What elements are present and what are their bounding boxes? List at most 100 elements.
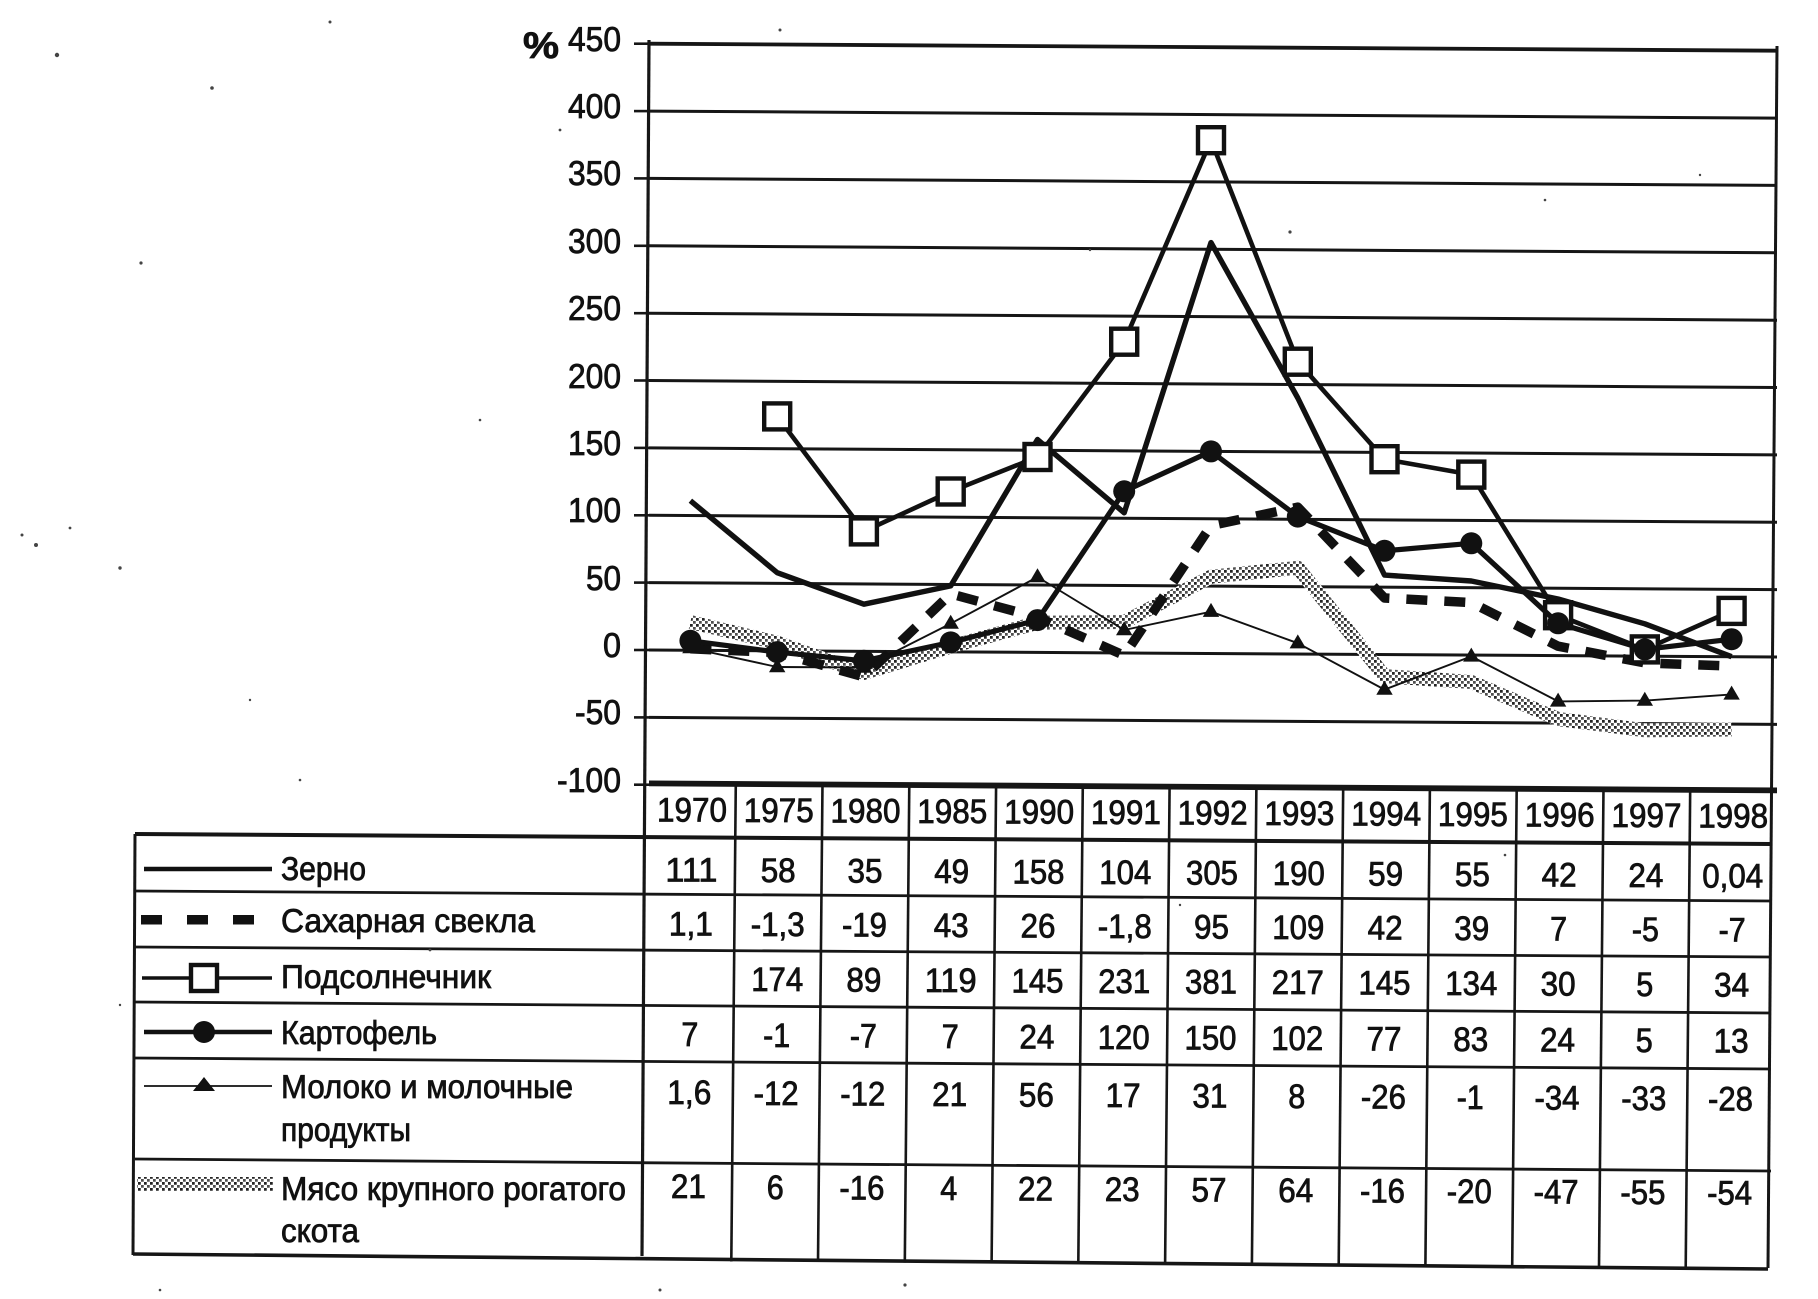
svg-text:скота: скота	[281, 1212, 360, 1249]
svg-text:0: 0	[603, 627, 621, 665]
svg-text:Подсолнечник: Подсолнечник	[281, 958, 492, 995]
svg-text:1985: 1985	[917, 793, 987, 831]
svg-text:13: 13	[1714, 1023, 1749, 1061]
svg-text:1975: 1975	[744, 792, 814, 830]
svg-text:8: 8	[1288, 1078, 1305, 1116]
svg-text:%: %	[523, 25, 559, 66]
svg-text:-26: -26	[1361, 1078, 1406, 1116]
svg-text:58: 58	[761, 852, 796, 890]
svg-text:109: 109	[1272, 909, 1324, 947]
svg-text:95: 95	[1194, 908, 1229, 946]
svg-text:24: 24	[1628, 857, 1663, 895]
svg-text:22: 22	[1018, 1170, 1053, 1208]
svg-text:7: 7	[942, 1018, 959, 1056]
svg-text:158: 158	[1013, 853, 1065, 891]
svg-text:-16: -16	[1360, 1172, 1405, 1210]
svg-text:30: 30	[1541, 966, 1576, 1004]
svg-text:174: 174	[751, 961, 803, 999]
svg-text:1,6: 1,6	[667, 1074, 711, 1112]
svg-text:145: 145	[1359, 964, 1411, 1002]
svg-text:400: 400	[568, 88, 621, 126]
svg-text:-54: -54	[1707, 1175, 1752, 1213]
svg-text:1,1: 1,1	[669, 905, 713, 943]
svg-text:42: 42	[1368, 909, 1403, 947]
svg-text:5: 5	[1636, 966, 1653, 1004]
svg-text:17: 17	[1106, 1077, 1141, 1115]
svg-text:-28: -28	[1708, 1081, 1753, 1119]
svg-text:-55: -55	[1620, 1174, 1665, 1212]
svg-text:-16: -16	[839, 1169, 884, 1207]
svg-text:104: 104	[1099, 854, 1151, 892]
svg-text:120: 120	[1098, 1019, 1150, 1057]
svg-text:83: 83	[1453, 1021, 1488, 1059]
svg-text:26: 26	[1021, 907, 1056, 945]
svg-text:1993: 1993	[1264, 795, 1334, 833]
svg-text:-1,3: -1,3	[751, 906, 805, 944]
svg-text:Молоко и молочные: Молоко и молочные	[281, 1068, 573, 1105]
svg-text:21: 21	[932, 1076, 967, 1114]
svg-text:77: 77	[1367, 1020, 1402, 1058]
svg-text:продукты: продукты	[281, 1111, 411, 1148]
svg-text:-100: -100	[557, 762, 621, 800]
svg-text:Картофель: Картофель	[281, 1014, 437, 1051]
svg-text:42: 42	[1542, 857, 1577, 895]
svg-text:1992: 1992	[1178, 794, 1248, 832]
svg-text:1994: 1994	[1351, 795, 1421, 833]
svg-text:57: 57	[1192, 1171, 1227, 1209]
svg-text:-33: -33	[1621, 1080, 1666, 1118]
svg-text:56: 56	[1019, 1076, 1054, 1114]
svg-text:24: 24	[1540, 1022, 1575, 1060]
svg-text:-7: -7	[1719, 912, 1746, 950]
svg-text:381: 381	[1185, 963, 1237, 1001]
svg-text:-1: -1	[1457, 1079, 1484, 1117]
svg-text:-1,8: -1,8	[1098, 908, 1152, 946]
svg-text:49: 49	[934, 853, 969, 891]
svg-text:200: 200	[568, 358, 621, 396]
svg-text:-1: -1	[763, 1017, 790, 1055]
svg-text:1997: 1997	[1612, 797, 1682, 835]
svg-text:7: 7	[681, 1016, 698, 1054]
svg-text:-20: -20	[1447, 1173, 1492, 1211]
svg-text:-7: -7	[850, 1017, 877, 1055]
svg-text:1980: 1980	[831, 792, 901, 830]
svg-text:39: 39	[1454, 910, 1489, 948]
svg-text:-12: -12	[840, 1075, 885, 1113]
svg-text:145: 145	[1012, 962, 1064, 1000]
svg-text:-50: -50	[575, 694, 621, 732]
svg-text:50: 50	[586, 560, 621, 598]
svg-text:-47: -47	[1534, 1173, 1579, 1211]
svg-text:6: 6	[767, 1169, 784, 1207]
svg-text:43: 43	[934, 907, 969, 945]
svg-text:31: 31	[1192, 1077, 1227, 1115]
svg-text:23: 23	[1105, 1171, 1140, 1209]
svg-text:350: 350	[568, 155, 621, 193]
svg-text:4: 4	[940, 1170, 957, 1208]
svg-text:-19: -19	[842, 906, 887, 944]
svg-text:119: 119	[925, 962, 977, 1000]
svg-text:100: 100	[568, 492, 621, 530]
svg-text:1970: 1970	[657, 791, 727, 829]
svg-text:-34: -34	[1535, 1079, 1580, 1117]
svg-text:150: 150	[568, 425, 621, 463]
svg-text:231: 231	[1098, 963, 1150, 1001]
svg-text:1991: 1991	[1091, 794, 1161, 832]
svg-text:250: 250	[568, 290, 621, 328]
svg-text:21: 21	[671, 1168, 706, 1206]
svg-text:64: 64	[1278, 1172, 1313, 1210]
svg-text:1990: 1990	[1004, 793, 1074, 831]
svg-text:55: 55	[1455, 856, 1490, 894]
svg-text:1996: 1996	[1525, 797, 1595, 835]
svg-text:102: 102	[1271, 1020, 1323, 1058]
svg-text:190: 190	[1273, 855, 1325, 893]
svg-text:35: 35	[848, 852, 883, 890]
svg-text:34: 34	[1714, 967, 1749, 1005]
svg-text:89: 89	[846, 961, 881, 999]
svg-text:59: 59	[1368, 855, 1403, 893]
svg-text:7: 7	[1550, 911, 1567, 949]
svg-text:217: 217	[1272, 964, 1324, 1002]
svg-text:1995: 1995	[1438, 796, 1508, 834]
svg-text:-5: -5	[1632, 911, 1659, 949]
svg-text:450: 450	[568, 21, 621, 59]
svg-text:300: 300	[568, 223, 621, 261]
svg-text:305: 305	[1186, 854, 1238, 892]
